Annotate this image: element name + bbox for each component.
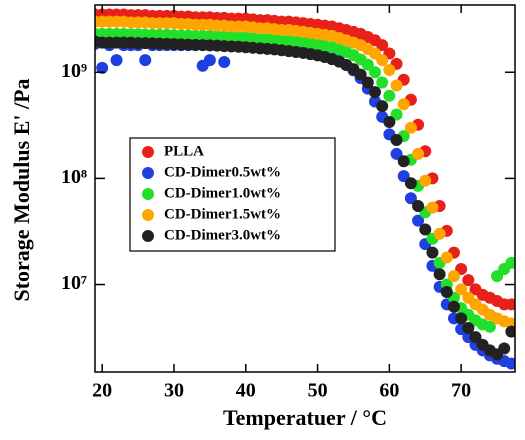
data-point xyxy=(383,89,396,102)
data-point xyxy=(462,321,475,334)
data-point xyxy=(440,251,453,264)
legend-marker xyxy=(142,230,154,242)
legend-label: PLLA xyxy=(164,143,204,159)
data-point xyxy=(397,155,410,168)
x-tick-label: 30 xyxy=(164,380,184,402)
legend-marker xyxy=(142,188,154,200)
y-tick-label: 10⁷ xyxy=(61,272,87,294)
data-point xyxy=(419,174,432,187)
data-point xyxy=(426,246,439,259)
data-point xyxy=(404,192,417,205)
data-point xyxy=(419,223,432,236)
legend-marker xyxy=(142,209,154,221)
data-point xyxy=(369,86,381,99)
data-point xyxy=(218,55,231,68)
data-point xyxy=(96,61,109,74)
y-tick-label: 10⁸ xyxy=(61,166,87,188)
data-point xyxy=(369,66,381,79)
data-point xyxy=(361,76,374,89)
data-point xyxy=(469,331,482,344)
data-point xyxy=(390,108,403,121)
legend-label: CD-Dimer1.5wt% xyxy=(164,206,281,222)
legend-label: CD-Dimer0.5wt% xyxy=(164,164,281,180)
data-point xyxy=(203,54,216,67)
data-point xyxy=(447,300,460,313)
data-point xyxy=(383,115,396,128)
data-point xyxy=(404,177,417,190)
data-point xyxy=(397,98,410,111)
x-tick-label: 20 xyxy=(92,380,112,402)
data-point xyxy=(412,214,425,227)
legend-box xyxy=(129,137,336,252)
data-point xyxy=(390,79,403,92)
y-tick-label: 10⁹ xyxy=(61,60,87,82)
data-point xyxy=(433,227,446,240)
legend-marker xyxy=(142,146,154,158)
data-point xyxy=(376,54,389,67)
data-point xyxy=(376,100,389,113)
data-point xyxy=(383,63,396,76)
x-tick-label: 40 xyxy=(236,380,256,402)
data-point xyxy=(361,58,374,71)
data-point xyxy=(354,68,367,81)
legend-label: CD-Dimer1.0wt% xyxy=(164,185,281,201)
data-point xyxy=(412,199,425,212)
data-point xyxy=(440,286,453,299)
data-point xyxy=(455,283,468,296)
x-tick-label: 60 xyxy=(379,380,399,402)
data-point xyxy=(498,342,511,355)
data-point xyxy=(412,147,425,160)
legend-label: CD-Dimer3.0wt% xyxy=(164,227,281,243)
data-point xyxy=(462,274,475,287)
x-tick-label: 70 xyxy=(451,380,471,402)
data-point xyxy=(483,320,496,333)
data-point xyxy=(390,147,403,160)
data-point xyxy=(505,256,515,269)
y-axis-label: Storage Modulus E' /Pa xyxy=(9,78,34,301)
data-point xyxy=(455,312,468,325)
data-point xyxy=(404,121,417,134)
data-point xyxy=(110,54,123,67)
data-point xyxy=(505,357,515,370)
data-point xyxy=(505,325,515,338)
data-point xyxy=(390,133,403,146)
data-point xyxy=(376,39,389,52)
data-point xyxy=(505,298,515,311)
data-point xyxy=(433,268,446,281)
data-point xyxy=(376,76,389,89)
plot-frame xyxy=(94,4,516,373)
data-point xyxy=(426,201,439,214)
legend-marker xyxy=(142,167,154,179)
plot-points xyxy=(95,8,515,370)
x-axis-label: Temperatuer / °C xyxy=(223,405,387,430)
data-point xyxy=(139,54,152,67)
data-point xyxy=(447,270,460,283)
x-tick-label: 50 xyxy=(308,380,328,402)
